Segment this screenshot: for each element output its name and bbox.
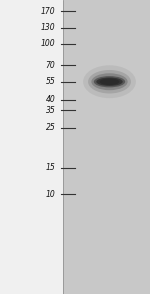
Text: 55: 55: [46, 77, 56, 86]
FancyBboxPatch shape: [63, 0, 150, 294]
FancyBboxPatch shape: [0, 0, 63, 294]
Text: 40: 40: [46, 96, 56, 104]
Ellipse shape: [96, 78, 123, 86]
Text: 10: 10: [46, 190, 56, 198]
Text: 70: 70: [46, 61, 56, 70]
Ellipse shape: [83, 65, 136, 98]
Text: 35: 35: [46, 106, 56, 115]
Ellipse shape: [100, 78, 119, 85]
Ellipse shape: [91, 73, 128, 90]
Text: 170: 170: [41, 7, 56, 16]
Text: 130: 130: [41, 24, 56, 32]
Ellipse shape: [88, 70, 131, 93]
Text: 15: 15: [46, 163, 56, 172]
Text: 100: 100: [41, 39, 56, 48]
Ellipse shape: [94, 76, 125, 87]
Text: 25: 25: [46, 123, 56, 132]
